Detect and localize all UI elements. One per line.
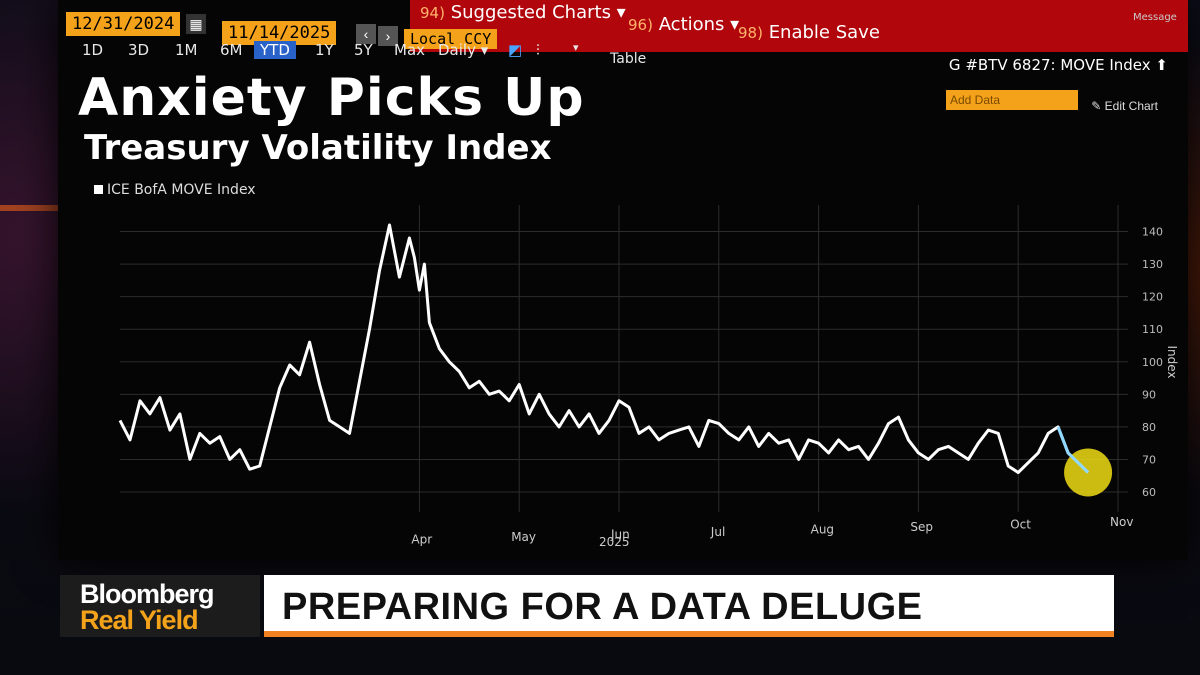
headline-accent bbox=[264, 631, 1114, 637]
suggested-charts-menu[interactable]: 94) Suggested Charts ▾ bbox=[420, 2, 626, 23]
range-selector: 1D 3D 1M 6M YTD 1Y 5Y Max Daily ▾ ◩ ⫶ ▾ … bbox=[58, 41, 758, 67]
x-tick-label: Jul bbox=[710, 525, 725, 539]
range-3d[interactable]: 3D bbox=[128, 41, 150, 59]
y-tick-label: 100 bbox=[1142, 356, 1163, 369]
series-line bbox=[118, 223, 1090, 474]
y-tick-label: 90 bbox=[1142, 388, 1156, 401]
y-tick-label: 120 bbox=[1142, 291, 1163, 304]
y-tick-label: 130 bbox=[1142, 258, 1163, 271]
x-tick-label: May bbox=[511, 530, 536, 544]
x-tick-label: Sep bbox=[910, 520, 933, 534]
x-year-label: 2025 bbox=[599, 535, 630, 549]
y-axis-label: Index bbox=[1165, 345, 1179, 378]
message-link[interactable]: Message bbox=[1133, 12, 1177, 23]
y-tick-label: 70 bbox=[1142, 453, 1156, 466]
chart-title: Anxiety Picks Up bbox=[78, 68, 585, 128]
enable-save-button[interactable]: 98) Enable Save bbox=[738, 22, 880, 43]
x-tick-label: Apr bbox=[411, 533, 432, 547]
action-bar bbox=[410, 0, 1188, 52]
toolbar: 12/31/2024 ▦ 11/14/2025 ‹ › Local CCY 94… bbox=[58, 0, 1188, 56]
series-line-latest bbox=[1056, 426, 1090, 474]
y-tick-label: 110 bbox=[1142, 323, 1163, 336]
actions-menu[interactable]: 96) Actions ▾ bbox=[628, 14, 740, 35]
table-button[interactable]: Table bbox=[610, 51, 647, 67]
y-tick-label: 80 bbox=[1142, 421, 1156, 434]
headline-banner: PREPARING FOR A DATA DELUGE bbox=[264, 575, 1114, 637]
x-tick-label: Jun bbox=[610, 528, 630, 542]
legend-label: ICE BofA MOVE Index bbox=[107, 182, 256, 198]
currency-select[interactable]: Local CCY bbox=[404, 29, 498, 49]
headline-text: PREPARING FOR A DATA DELUGE bbox=[282, 586, 923, 628]
line-chart-icon[interactable]: ◩ bbox=[508, 41, 523, 59]
range-1d[interactable]: 1D bbox=[82, 41, 104, 59]
terminal-screen: 12/31/2024 ▦ 11/14/2025 ‹ › Local CCY 94… bbox=[58, 0, 1188, 560]
y-tick-label: 140 bbox=[1142, 226, 1163, 239]
bloomberg-logo: Bloomberg Real Yield bbox=[60, 575, 260, 637]
calendar-icon[interactable]: ▦ bbox=[186, 14, 206, 34]
security-ticker[interactable]: G #BTV 6827: MOVE Index ⬆ bbox=[948, 56, 1168, 74]
range-5y[interactable]: 5Y bbox=[354, 41, 373, 59]
x-tick-label: Oct bbox=[1010, 518, 1031, 532]
x-tick-label: Nov bbox=[1110, 515, 1133, 529]
next-arrow-icon[interactable]: › bbox=[378, 26, 398, 46]
add-data-field[interactable]: Add Data bbox=[946, 90, 1078, 110]
legend-swatch bbox=[94, 185, 103, 194]
bar-chart-icon[interactable]: ⫶ bbox=[536, 41, 540, 59]
x-tick-label: Aug bbox=[811, 523, 834, 537]
frequency-select[interactable]: Daily ▾ bbox=[438, 41, 489, 59]
chart-type-dropdown-icon[interactable]: ▾ bbox=[573, 41, 579, 54]
legend: ICE BofA MOVE Index bbox=[94, 182, 256, 198]
range-6m[interactable]: 6M bbox=[220, 41, 243, 59]
prev-arrow-icon[interactable]: ‹ bbox=[356, 24, 376, 44]
range-ytd[interactable]: YTD bbox=[254, 41, 296, 59]
edit-chart-button[interactable]: ✎ Edit Chart bbox=[1091, 99, 1158, 113]
chart-subtitle: Treasury Volatility Index bbox=[84, 128, 552, 168]
range-1m[interactable]: 1M bbox=[175, 41, 198, 59]
range-max[interactable]: Max bbox=[394, 41, 426, 59]
y-tick-label: 60 bbox=[1142, 486, 1156, 499]
background-stripe bbox=[0, 205, 70, 211]
start-date-field[interactable]: 12/31/2024 bbox=[66, 12, 181, 36]
range-1y[interactable]: 1Y bbox=[315, 41, 334, 59]
chart-plot: 60 70 80 90 100 110 120 130 140 Apr May Jun Jul Aug Se… bbox=[118, 205, 1179, 549]
